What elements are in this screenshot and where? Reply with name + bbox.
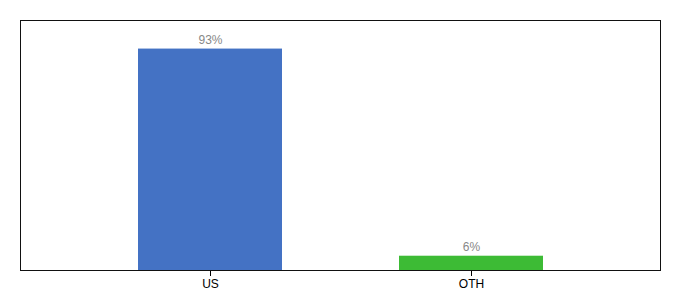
svg-text:93%: 93%	[198, 33, 222, 47]
svg-text:6%: 6%	[463, 240, 481, 254]
svg-text:OTH: OTH	[459, 277, 484, 291]
svg-text:US: US	[202, 277, 219, 291]
